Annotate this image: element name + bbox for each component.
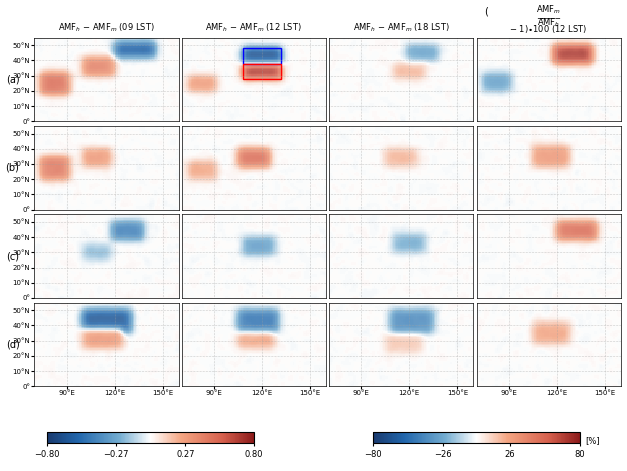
Text: AMF$_h$ $-$ AMF$_m$ (12 LST): AMF$_h$ $-$ AMF$_m$ (12 LST) xyxy=(206,21,302,34)
Text: (d): (d) xyxy=(6,340,19,349)
Text: AMF$_h$ $-$ AMF$_m$ (09 LST): AMF$_h$ $-$ AMF$_m$ (09 LST) xyxy=(58,21,155,34)
Text: (c): (c) xyxy=(6,251,19,261)
Bar xyxy=(243,49,281,64)
Text: (b): (b) xyxy=(6,163,19,173)
Text: ─────: ───── xyxy=(537,14,560,23)
Text: [%]: [%] xyxy=(585,436,599,445)
Text: (a): (a) xyxy=(6,74,19,84)
Text: AMF$_m$: AMF$_m$ xyxy=(536,4,561,16)
Bar xyxy=(243,64,281,79)
Text: $-$ 1)$\bullet$100 (12 LST): $-$ 1)$\bullet$100 (12 LST) xyxy=(509,24,588,35)
Text: AMF$_h$ $-$ AMF$_m$ (18 LST): AMF$_h$ $-$ AMF$_m$ (18 LST) xyxy=(353,21,450,34)
Text: AMF$_h$: AMF$_h$ xyxy=(537,16,560,29)
Text: (: ( xyxy=(484,7,488,16)
